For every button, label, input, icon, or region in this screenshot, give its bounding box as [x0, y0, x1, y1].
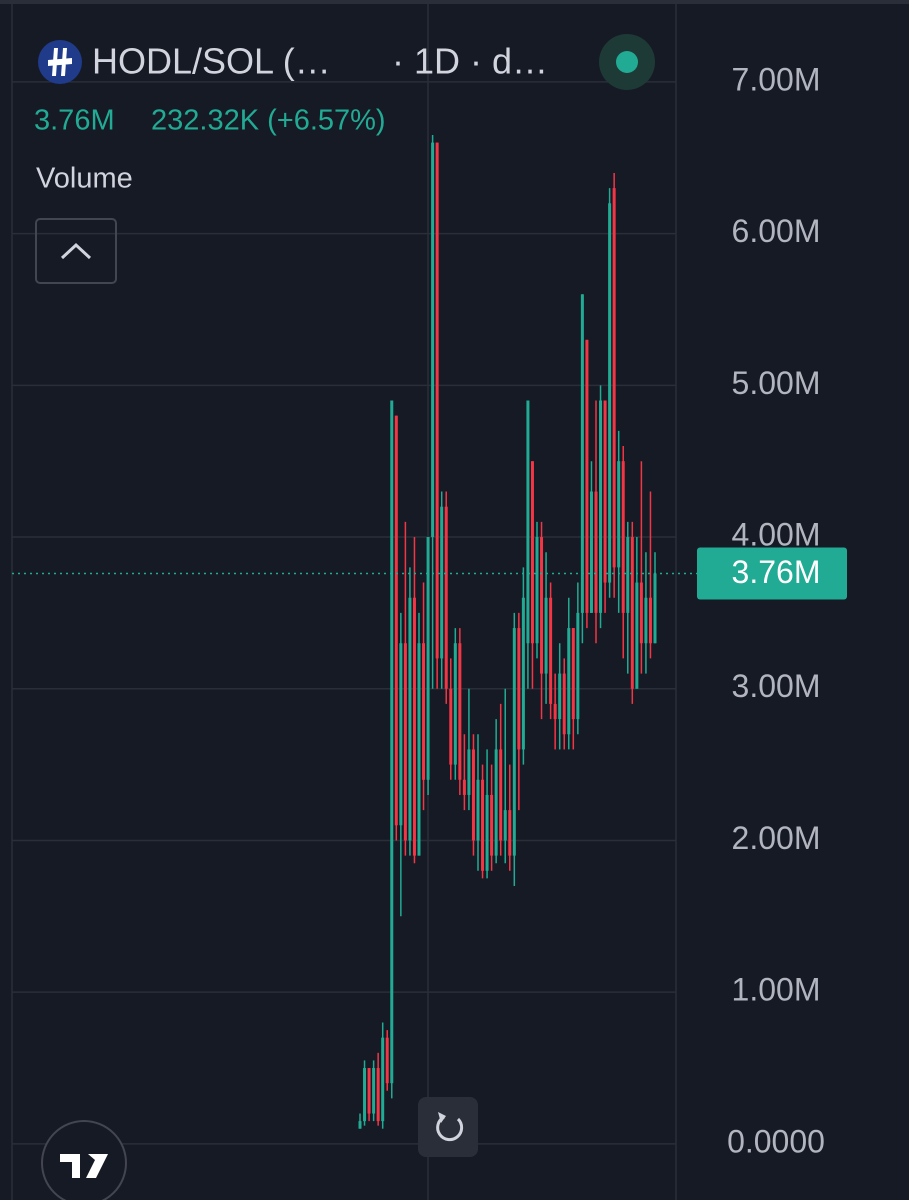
y-tick-label: 6.00M	[732, 213, 821, 249]
candle-body	[458, 643, 462, 780]
candle-body	[653, 573, 657, 644]
candle-body	[503, 810, 507, 841]
y-tick-label: 4.00M	[732, 516, 821, 552]
candle-body	[422, 643, 426, 780]
candle-body	[431, 142, 435, 538]
reset-icon	[436, 1115, 464, 1142]
last-price-label: 3.76M	[732, 554, 821, 590]
candle-body	[521, 597, 525, 750]
reset-arrow	[438, 1112, 446, 1123]
candle-body	[630, 537, 634, 689]
plot-area	[12, 81, 697, 1145]
last-price-tag	[697, 547, 847, 600]
candle-body	[485, 794, 489, 871]
candle-body	[363, 1068, 367, 1122]
top-border	[0, 0, 909, 4]
candle-body	[467, 749, 471, 795]
candle-body	[471, 749, 475, 841]
candle-body	[403, 643, 407, 841]
logo-button[interactable]	[41, 1120, 127, 1200]
candle-body	[399, 643, 403, 826]
candle-body	[585, 339, 589, 613]
y-tick-label: 0.0000	[727, 1123, 825, 1159]
candle-body	[440, 506, 444, 659]
candle-body	[589, 491, 593, 613]
candle-body	[517, 628, 521, 750]
logo	[60, 1154, 108, 1178]
candle-body	[449, 688, 453, 765]
candle-body	[576, 612, 580, 720]
candle-body	[599, 400, 603, 613]
y-tick-label: 5.00M	[732, 365, 821, 401]
candle-body	[499, 749, 503, 841]
indicator-label: Volume	[36, 163, 133, 195]
price: 3.76M	[34, 105, 115, 137]
candle-body	[390, 400, 394, 1084]
status-dot	[616, 51, 638, 73]
token-icon-glyph	[48, 48, 72, 76]
candle-body	[367, 1068, 371, 1114]
candle-body	[608, 203, 612, 583]
candle-body	[476, 779, 480, 841]
candle-body	[580, 294, 584, 613]
candle-body	[553, 703, 557, 720]
candle-body	[490, 794, 494, 856]
candle-body	[526, 400, 530, 644]
candle-body	[462, 779, 466, 795]
candle-body	[558, 673, 562, 720]
candle-body	[453, 643, 457, 765]
y-tick-label: 7.00M	[732, 61, 821, 97]
candle-body	[535, 537, 539, 644]
collapse-button[interactable]	[35, 218, 117, 284]
candle-body	[644, 597, 648, 644]
candle-body	[444, 506, 448, 689]
candle-body	[648, 597, 652, 644]
candle-body	[417, 643, 421, 856]
candle-body	[621, 461, 625, 613]
candle-body	[494, 749, 498, 856]
interval: · 1D · d…	[392, 41, 548, 82]
candle-body	[412, 597, 416, 856]
pair-title: HODL/SOL (…	[92, 41, 331, 82]
candle-body	[408, 597, 412, 841]
candle-body	[639, 582, 643, 644]
y-tick-label: 1.00M	[732, 972, 821, 1008]
candle-body	[358, 1121, 362, 1129]
candle-body	[635, 582, 639, 689]
candle-body	[594, 491, 598, 613]
candle-body	[394, 415, 398, 826]
candle-body	[562, 673, 566, 735]
candle-body	[603, 400, 607, 583]
candle-body	[530, 461, 534, 644]
candle-body	[549, 597, 553, 704]
change: 232.32K (+6.57%)	[151, 105, 386, 137]
candle-body	[617, 461, 621, 568]
candle-body	[481, 779, 485, 871]
candle-body	[381, 1037, 385, 1122]
candle-body	[385, 1037, 389, 1084]
y-tick-label: 3.00M	[732, 668, 821, 704]
candle-body	[372, 1068, 376, 1114]
candle-body	[540, 537, 544, 674]
candle-body	[544, 597, 548, 674]
candle-body	[426, 537, 430, 780]
candle-body	[376, 1068, 380, 1122]
candle-body	[512, 628, 516, 856]
chevron	[60, 242, 92, 260]
candle-body	[626, 537, 630, 613]
candle-body	[571, 628, 575, 720]
y-tick-label: 2.00M	[732, 820, 821, 856]
reset-button[interactable]	[418, 1097, 478, 1157]
candle-body	[567, 628, 571, 735]
candle-body	[612, 188, 616, 568]
candle-body	[508, 810, 512, 856]
candle-body	[435, 142, 439, 659]
